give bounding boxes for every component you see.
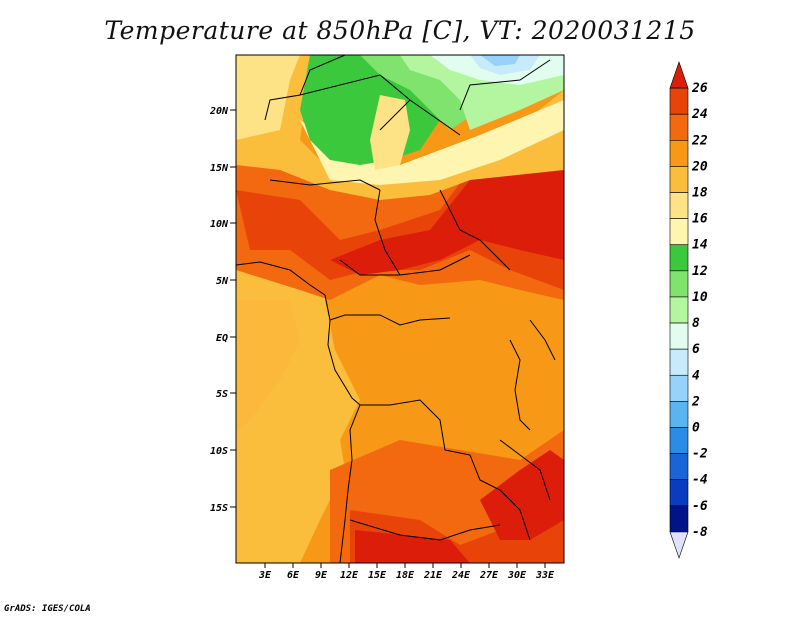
colorbar-label: 6 [692, 342, 700, 357]
colorbar-label: 4 [692, 368, 700, 383]
colorbar-segment [669, 61, 689, 89]
colorbar-label: 14 [692, 238, 708, 253]
colorbar-label: 10 [692, 290, 708, 305]
lon-label-18e: 18E [396, 570, 415, 581]
colorbar-segment [669, 348, 689, 376]
country-borders [236, 55, 556, 563]
colorbar-label: 0 [692, 420, 700, 435]
lon-label-6e: 6E [287, 570, 300, 581]
lat-label-20n: 20N [209, 106, 229, 117]
colorbar-segment [669, 531, 689, 559]
map-frame [235, 54, 565, 564]
colorbar-label: -4 [692, 473, 708, 488]
colorbar-segment [669, 453, 689, 480]
colorbar-label: -6 [692, 499, 708, 514]
lon-label-9e: 9E [315, 570, 328, 581]
lat-label-eq: EQ [216, 333, 228, 344]
colorbar-label: 16 [692, 212, 708, 227]
colorbar-segment [669, 87, 689, 115]
colorbar-segment [669, 505, 689, 533]
lat-label-10s: 10S [210, 446, 228, 457]
colorbar-segment [669, 166, 689, 193]
colorbar-label: 8 [692, 316, 700, 331]
colorbar-label: 12 [692, 264, 708, 279]
lat-label-15n: 15N [210, 163, 229, 174]
lat-label-15s: 15S [210, 503, 228, 514]
colorbar-segment [669, 401, 689, 428]
lon-label-24e: 24E [451, 570, 471, 581]
colorbar-segment [669, 270, 689, 298]
latitude-axis: 20N 15N 10N 5N EQ 5S 10S 15S [209, 106, 236, 514]
lon-label-21e: 21E [423, 570, 443, 581]
colorbar-label: 20 [691, 159, 708, 174]
longitude-axis: 3E 6E 9E 12E 15E 18E 21E 24E 27E 30E 33E [258, 563, 555, 581]
colorbar-label: 2 [691, 394, 700, 409]
colorbar-segment [669, 322, 689, 350]
colorbar-label: 24 [691, 107, 708, 122]
colorbar-segment [669, 427, 689, 454]
colorbar-segment [669, 479, 689, 507]
grads-credit: GrADS: IGES/COLA [4, 604, 91, 614]
colorbar-segment [669, 296, 689, 324]
lon-label-12e: 12E [340, 570, 359, 581]
colorbar-segment [669, 244, 689, 272]
colorbar-segment [669, 192, 689, 219]
colorbar-label: 22 [691, 133, 708, 148]
colorbar-segment [669, 218, 689, 246]
colorbar-label: 18 [692, 186, 708, 201]
colorbar-label: -2 [692, 447, 708, 462]
lat-label-10n: 10N [210, 219, 229, 230]
lon-label-3e: 3E [258, 570, 272, 581]
lat-label-5s: 5S [216, 389, 228, 400]
lon-label-33e: 33E [535, 570, 555, 581]
lon-label-30e: 30E [507, 570, 527, 581]
colorbar-segment [669, 140, 689, 167]
lon-label-15e: 15E [368, 570, 387, 581]
lon-label-27e: 27E [479, 570, 499, 581]
map-title: Temperature at 850hPa [C], VT: 202003121… [104, 16, 696, 45]
lat-label-5n: 5N [216, 276, 229, 287]
temperature-field [236, 55, 564, 563]
colorbar-label: 26 [691, 81, 708, 96]
colorbar-segment [669, 374, 689, 402]
colorbar-segment [669, 113, 689, 141]
colorbar-label: -8 [692, 525, 708, 540]
